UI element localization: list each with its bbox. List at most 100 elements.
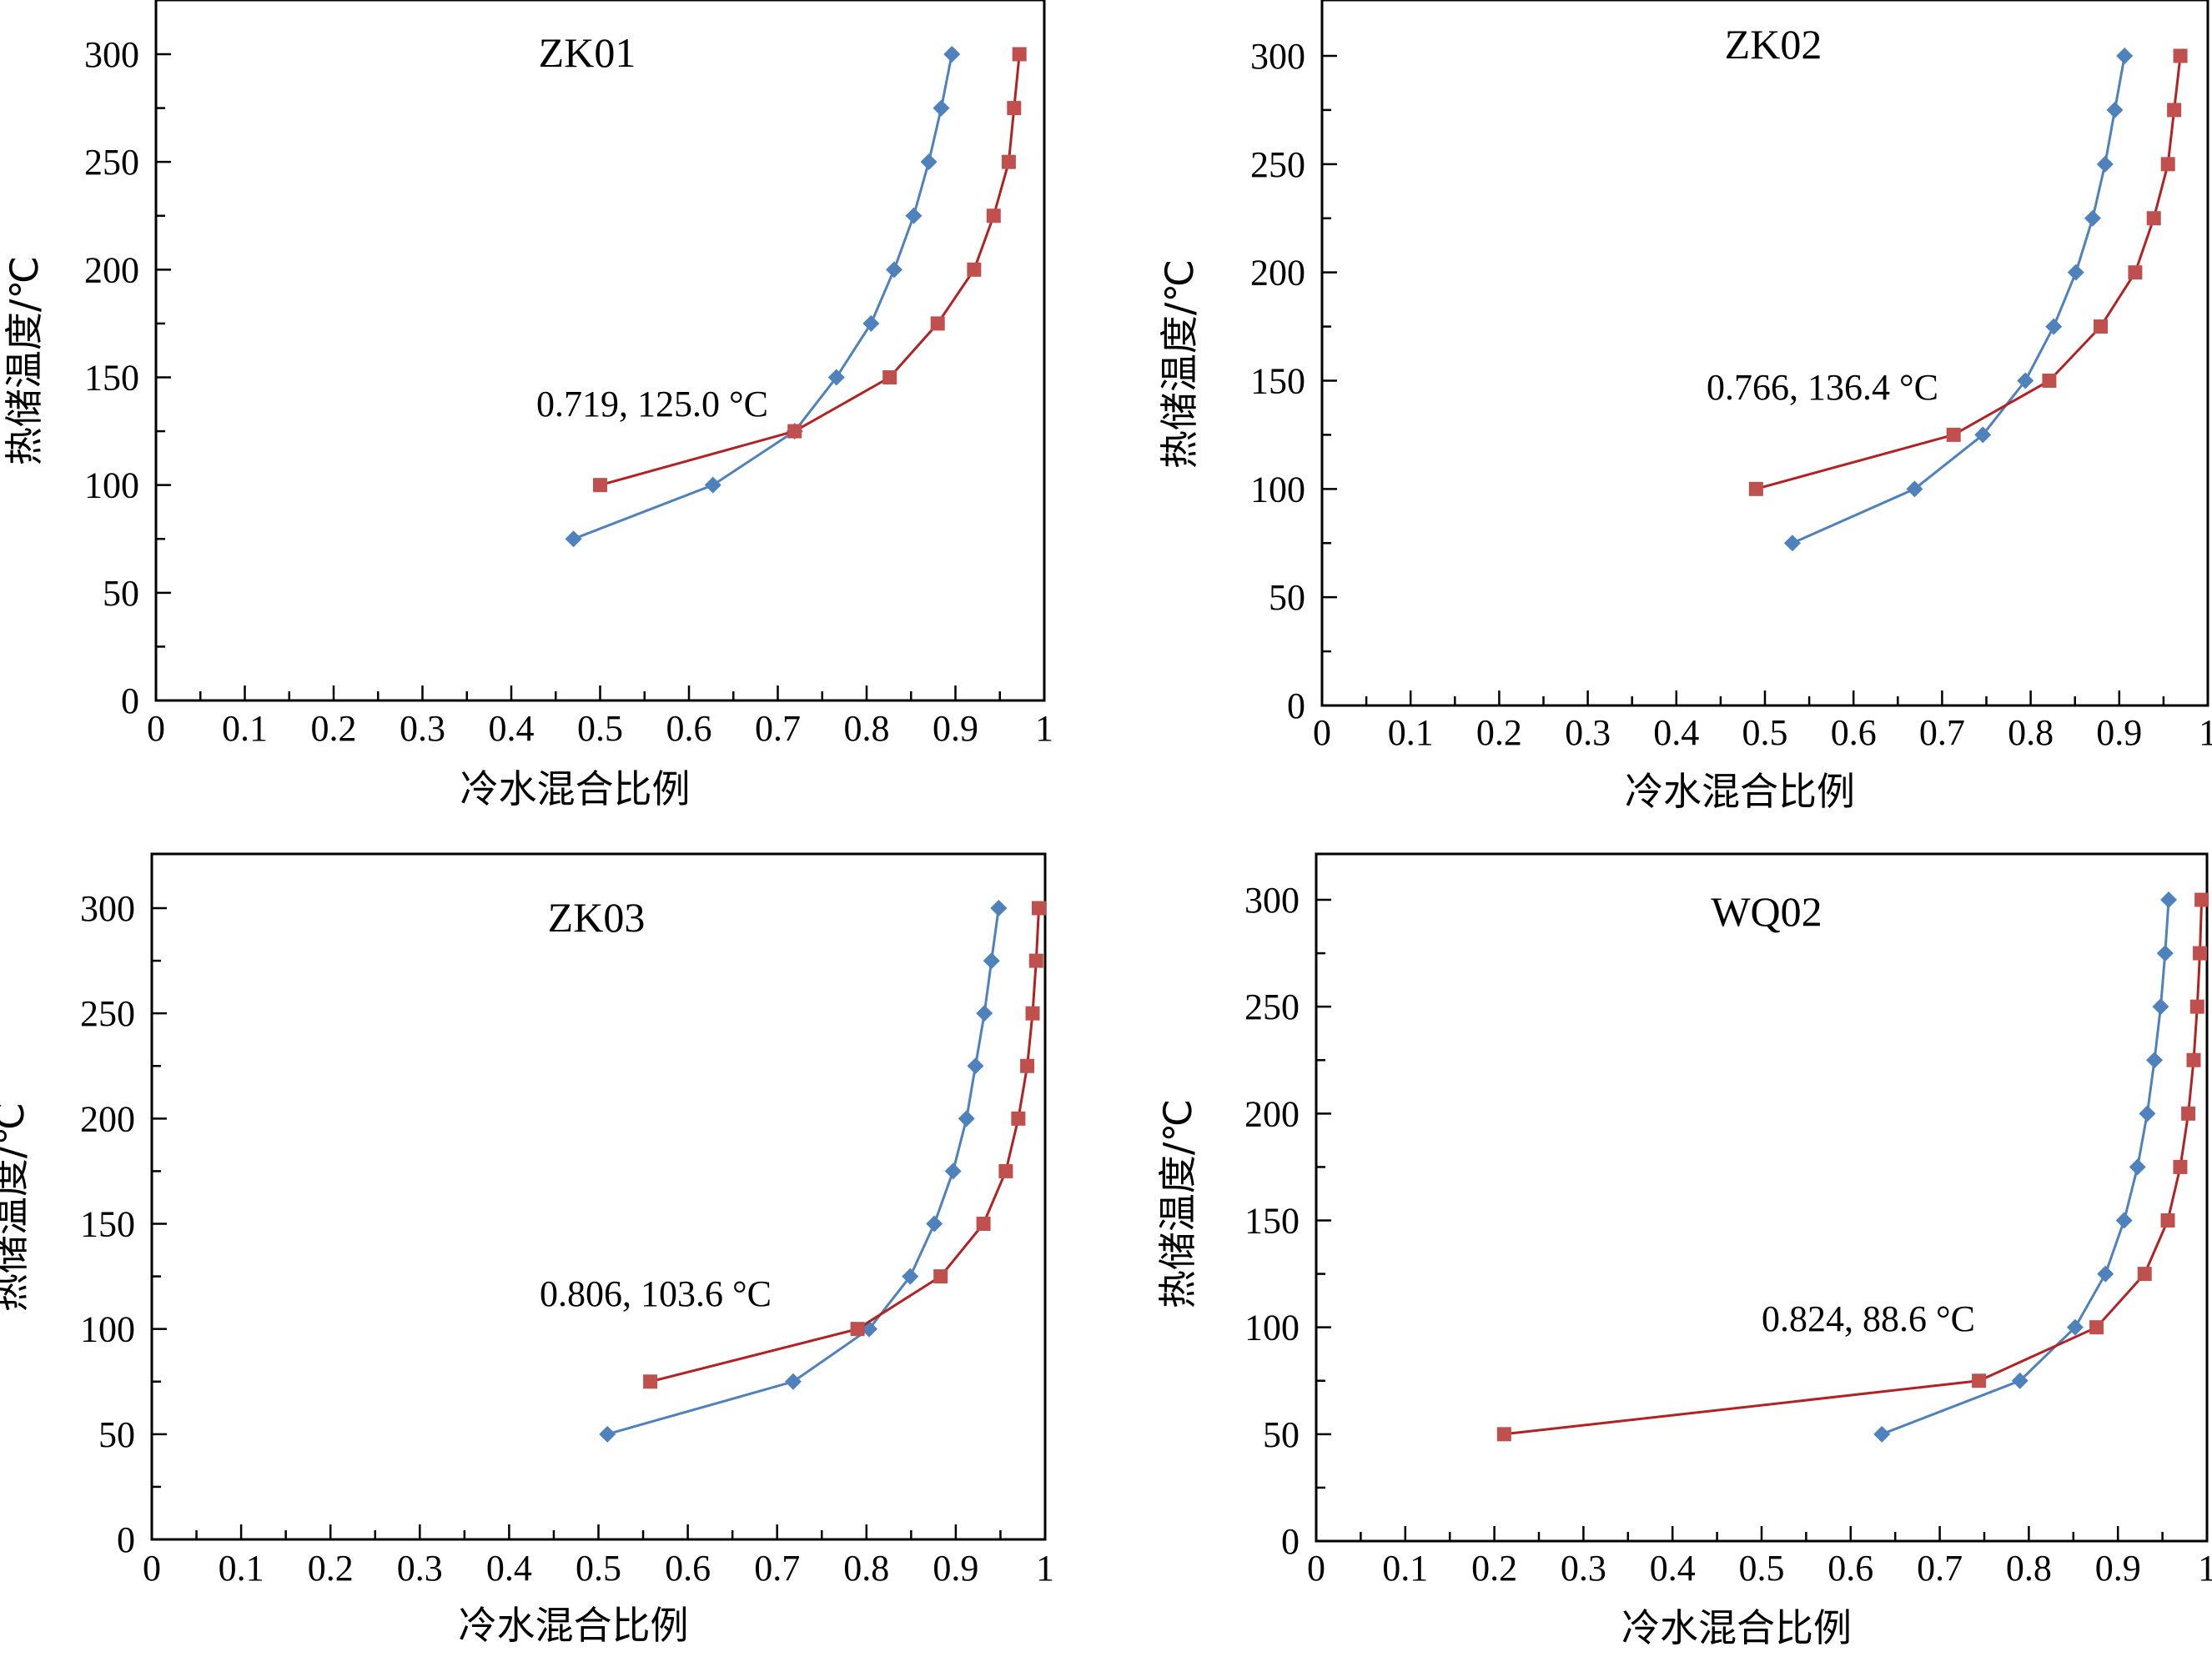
- x-tick-label: 0.3: [400, 708, 445, 749]
- series-blue: [565, 46, 961, 548]
- data-point-diamond: [905, 207, 923, 224]
- data-point-diamond: [2106, 101, 2124, 118]
- data-point-square: [1972, 1373, 1987, 1388]
- data-point-square: [593, 478, 607, 493]
- x-tick-label: 0.8: [2006, 1548, 2052, 1589]
- data-point-square: [998, 1163, 1013, 1178]
- x-tick-label: 0.6: [666, 708, 712, 749]
- series-red: [593, 47, 1027, 493]
- data-point-diamond: [704, 476, 721, 494]
- y-tick-label: 50: [103, 573, 139, 614]
- x-tick-label: 0.6: [665, 1548, 711, 1589]
- x-tick-label: 1: [2198, 1548, 2212, 1589]
- x-tick-label: 0.6: [1827, 1548, 1873, 1589]
- y-tick-label: 200: [1250, 253, 1305, 294]
- x-tick-label: 0.4: [489, 708, 535, 749]
- intersection-annotation: 0.806, 103.6 °C: [540, 1273, 772, 1314]
- data-point-square: [2093, 319, 2108, 334]
- data-point-diamond: [2115, 1212, 2133, 1229]
- data-point-diamond: [943, 46, 961, 63]
- data-point-diamond: [1783, 535, 1801, 552]
- x-tick-label: 0.1: [222, 708, 268, 749]
- series-blue: [1783, 48, 2134, 552]
- chart-panel-wq02: 0 50 100 150 200 250 300 0 0.1 0.2 0.3 0.4 0.5 0.6 0.7…: [1155, 852, 2212, 1650]
- y-axis-title: 热储温度/℃: [0, 1102, 33, 1312]
- y-tick-label: 100: [1244, 1308, 1300, 1348]
- x-axis-title: 冷水混合比例: [460, 766, 691, 811]
- data-point-square: [1025, 1006, 1040, 1021]
- x-tick-label: 0.2: [311, 708, 357, 749]
- x-tick-label: 0.5: [1742, 712, 1788, 753]
- y-tick-label: 150: [80, 1204, 135, 1245]
- data-point-diamond: [967, 1057, 984, 1075]
- x-tick-label: 0.9: [933, 708, 978, 749]
- x-tick-label: 0.2: [1476, 712, 1522, 753]
- data-point-square: [882, 370, 897, 384]
- x-tick-label: 1: [2199, 712, 2212, 753]
- data-point-square: [2167, 103, 2182, 118]
- intersection-annotation: 0.824, 88.6 °C: [1762, 1298, 1975, 1339]
- data-point-square: [1020, 1058, 1035, 1073]
- y-axis-title: 热储温度/℃: [1157, 259, 1202, 469]
- data-point-square: [1032, 901, 1047, 916]
- y-tick-label: 0: [117, 1519, 135, 1560]
- x-tick-label: 0.7: [1917, 1548, 1963, 1589]
- data-point-square: [2042, 374, 2057, 388]
- plot-frame: [150, 852, 1047, 1541]
- chart-panel-zk02: 0 50 100 150 200 250 300 0 0.1 0.2 0.3 0.4 0.5 0.6 0.7…: [1157, 0, 2212, 814]
- data-point-square: [2160, 1213, 2175, 1228]
- x-tick-label: 0.4: [1653, 712, 1699, 753]
- series-red: [1496, 892, 2209, 1442]
- y-tick-label: 50: [98, 1414, 135, 1455]
- series-line: [1504, 899, 2204, 1436]
- series-red: [1748, 48, 2188, 496]
- series-line: [606, 907, 1000, 1436]
- x-tick-label: 0.2: [1471, 1548, 1517, 1589]
- data-point-square: [1011, 1111, 1026, 1126]
- y-tick-label: 250: [1250, 144, 1305, 185]
- x-axis-title: 冷水混合比例: [459, 1603, 689, 1648]
- data-point-square: [986, 208, 1001, 223]
- x-tick-label: 0.9: [933, 1548, 978, 1589]
- data-point-diamond: [926, 1215, 943, 1233]
- data-point-square: [2173, 1159, 2188, 1174]
- x-tick-label: 0.5: [1739, 1548, 1785, 1589]
- y-tick-label: 250: [80, 993, 135, 1034]
- y-tick-label: 50: [1263, 1414, 1300, 1455]
- y-tick-label: 0: [1281, 1521, 1300, 1562]
- y-tick-label: 150: [1244, 1201, 1300, 1242]
- y-tick-label: 300: [84, 34, 139, 75]
- y-axis-title: 热储温度/℃: [1155, 1099, 1200, 1308]
- series-line: [1756, 55, 2182, 490]
- x-tick-label: 0.5: [576, 1548, 621, 1589]
- data-point-diamond: [2139, 1105, 2156, 1122]
- chart-title: ZK03: [548, 894, 646, 941]
- x-axis-title: 冷水混合比例: [1621, 1605, 1852, 1650]
- series-line: [1792, 55, 2126, 545]
- y-axis-title: 热储温度/℃: [2, 256, 47, 465]
- y-tick-label: 200: [80, 1098, 135, 1139]
- data-point-diamond: [983, 952, 1000, 970]
- data-point-diamond: [2017, 372, 2034, 389]
- data-point-square: [1012, 47, 1027, 62]
- x-tick-label: 0.3: [397, 1548, 443, 1589]
- data-point-square: [2173, 48, 2188, 63]
- data-point-square: [1946, 427, 1961, 442]
- x-tick-label: 0: [143, 1548, 161, 1589]
- data-point-square: [1748, 481, 1763, 496]
- y-tick-label: 300: [1250, 36, 1305, 77]
- chart-title: ZK02: [1725, 21, 1822, 68]
- data-point-square: [2186, 1052, 2201, 1067]
- data-point-square: [967, 262, 982, 277]
- y-tick-label: 100: [1250, 469, 1305, 510]
- y-tick-label: 100: [80, 1309, 135, 1350]
- y-tick-label: 0: [1287, 685, 1305, 726]
- data-point-square: [787, 424, 802, 439]
- data-point-diamond: [902, 1268, 919, 1285]
- x-tick-label: 0.1: [1388, 712, 1434, 753]
- y-tick-label: 300: [1244, 880, 1300, 921]
- x-tick-label: 0.1: [219, 1548, 264, 1589]
- data-point-square: [1496, 1427, 1511, 1442]
- x-tick-label: 0.3: [1561, 1548, 1606, 1589]
